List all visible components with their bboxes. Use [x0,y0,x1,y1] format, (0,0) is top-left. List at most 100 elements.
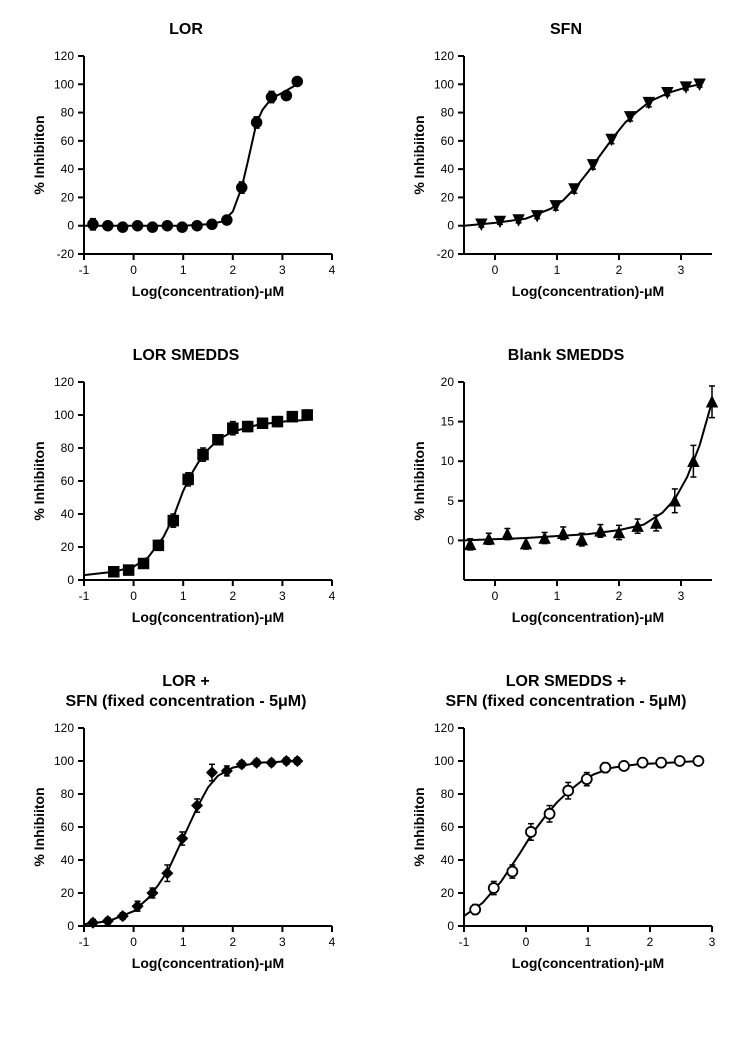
panel-title: LOR SMEDDS + SFN (fixed concentration - … [446,672,687,712]
fit-curve [84,420,307,575]
ytick-label: 0 [447,219,454,233]
ytick-label: 0 [67,919,74,933]
xtick-label: 2 [647,935,654,949]
chart-p5: 0 20 40 60 80 100 120 -1 0 1 2 3 4 Log(concentration)… [26,718,346,978]
ytick-label: 80 [61,106,75,120]
panel-p5: LOR + SFN (fixed concentration - 5μM)020… [10,672,362,978]
chart-p6: 020406080100120-10123Log(concentration)-… [406,718,726,978]
chart-p1: -20020406080100120-101234Log(concentrati… [26,46,346,306]
ytick-label: 20 [61,886,75,900]
ytick-label: 20 [441,886,455,900]
ytick-label: 40 [61,162,75,176]
xtick-label: -1 [79,935,90,949]
y-axis-label: % Inhibiiton [411,115,427,194]
ytick-label: 40 [61,853,75,867]
panel-p1: LOR-20020406080100120-101234Log(concentr… [10,20,362,306]
chart-p2: -20 0 20 40 60 80 100 120 0 1 2 3 Log(concentration)… [406,46,726,306]
xtick-label: 0 [130,263,137,277]
panel-p2: SFN -20 0 20 40 60 80 100 120 0 1 2 3 Log(concentrati… [390,20,742,306]
xtick-label: 1 [554,589,561,603]
ytick-label: 40 [61,507,75,521]
ytick-label: 60 [61,820,75,834]
ytick-label: -20 [57,247,75,261]
ytick-label: 20 [441,190,455,204]
y-axis-label: % Inhibiiton [411,787,427,866]
xtick-label: -1 [79,589,90,603]
panel-grid: LOR-20020406080100120-101234Log(concentr… [10,20,742,978]
xtick-label: 1 [180,935,187,949]
xtick-label: 4 [329,935,336,949]
y-axis-label: % Inhibiiton [31,441,47,520]
ytick-label: 100 [54,754,74,768]
ytick-label: 120 [54,375,74,389]
panel-title: Blank SMEDDS [508,346,624,366]
ytick-label: 0 [67,219,74,233]
panel-title: LOR SMEDDS [133,346,240,366]
xtick-label: 0 [492,589,499,603]
ytick-label: 0 [447,533,454,547]
panel-title: LOR [169,20,203,40]
ytick-label: 5 [447,494,454,508]
x-axis-label: Log(concentration)-μM [132,283,284,299]
fit-curve [84,761,297,924]
ytick-label: 20 [441,375,455,389]
fit-curve [464,402,712,541]
ytick-label: 100 [54,408,74,422]
x-axis-label: Log(concentration)-μM [512,955,664,971]
ytick-label: 0 [447,919,454,933]
xtick-label: 0 [130,935,137,949]
xtick-label: 1 [180,263,187,277]
fit-curve [464,761,700,916]
x-axis-label: Log(concentration)-μM [132,609,284,625]
ytick-label: 40 [441,853,455,867]
ytick-label: 120 [54,49,74,63]
xtick-label: 1 [554,263,561,277]
fit-curve [464,84,700,225]
x-axis-label: Log(concentration)-μM [512,283,664,299]
xtick-label: 2 [229,935,236,949]
chart-p3: 020406080100120-101234Log(concentration)… [26,372,346,632]
xtick-label: 3 [279,935,286,949]
fit-curve [84,84,297,225]
xtick-label: 3 [678,263,685,277]
ytick-label: 120 [54,721,74,735]
panel-p3: LOR SMEDDS020406080100120-101234Log(conc… [10,346,362,632]
xtick-label: -1 [459,935,470,949]
xtick-label: 1 [180,589,187,603]
x-axis-label: Log(concentration)-μM [512,609,664,625]
ytick-label: 15 [441,415,455,429]
ytick-label: 100 [434,77,454,91]
ytick-label: 60 [441,134,455,148]
ytick-label: 80 [441,787,455,801]
xtick-label: 0 [130,589,137,603]
ytick-label: 80 [61,441,75,455]
ytick-label: 10 [441,454,455,468]
xtick-label: 2 [616,263,623,277]
ytick-label: -20 [437,247,455,261]
xtick-label: 3 [279,263,286,277]
xtick-label: 3 [678,589,685,603]
ytick-label: 20 [61,190,75,204]
xtick-label: 3 [709,935,716,949]
ytick-label: 80 [441,106,455,120]
ytick-label: 80 [61,787,75,801]
xtick-label: 0 [492,263,499,277]
ytick-label: 60 [61,474,75,488]
ytick-label: 60 [441,820,455,834]
ytick-label: 0 [67,573,74,587]
ytick-label: 20 [61,540,75,554]
ytick-label: 120 [434,49,454,63]
panel-p4: Blank SMEDDS051015200123Log(concentratio… [390,346,742,632]
y-axis-label: % Inhibiiton [31,787,47,866]
xtick-label: -1 [79,263,90,277]
ytick-label: 40 [441,162,455,176]
x-axis-label: Log(concentration)-μM [132,955,284,971]
xtick-label: 4 [329,263,336,277]
panel-title: LOR + SFN (fixed concentration - 5μM) [66,672,307,712]
ytick-label: 100 [434,754,454,768]
xtick-label: 3 [279,589,286,603]
ytick-label: 100 [54,77,74,91]
panel-p6: LOR SMEDDS + SFN (fixed concentration - … [390,672,742,978]
panel-title: SFN [550,20,582,40]
ytick-label: 60 [61,134,75,148]
